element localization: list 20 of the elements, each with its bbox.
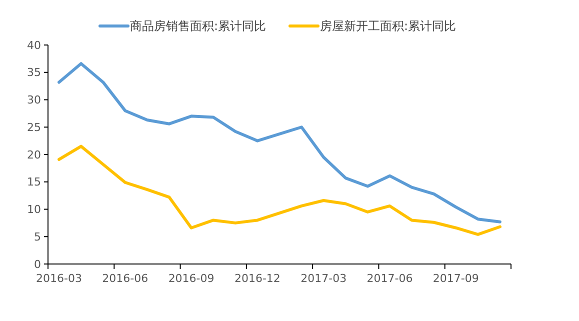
y-tick-label: 20	[27, 148, 41, 162]
x-tick-label: 2016-03	[36, 272, 82, 285]
x-tick-label: 2017-06	[366, 272, 413, 285]
y-tick-label: 30	[27, 94, 41, 107]
y-tick-label: 10	[27, 203, 41, 216]
y-tick-label: 15	[27, 176, 41, 189]
x-tick-label: 2016-09	[168, 272, 214, 285]
x-tick-label: 2017-09	[432, 272, 479, 285]
y-tick-label: 0	[34, 258, 41, 271]
x-tick-label: 2017-03	[300, 272, 347, 285]
y-tick-label: 40	[27, 38, 41, 52]
x-tick-label: 2016-12	[234, 272, 280, 285]
y-tick-label: 5	[34, 230, 41, 244]
x-tick-label: 2016-06	[102, 272, 148, 285]
line-series	[58, 144, 502, 236]
legend-label: 房屋新开工面积:累计同比	[320, 19, 456, 34]
legend-label: 商品房销售面积:累计同比	[130, 19, 266, 34]
y-tick-label: 25	[27, 120, 41, 134]
line-series	[58, 62, 502, 224]
y-tick-label: 35	[27, 66, 41, 80]
